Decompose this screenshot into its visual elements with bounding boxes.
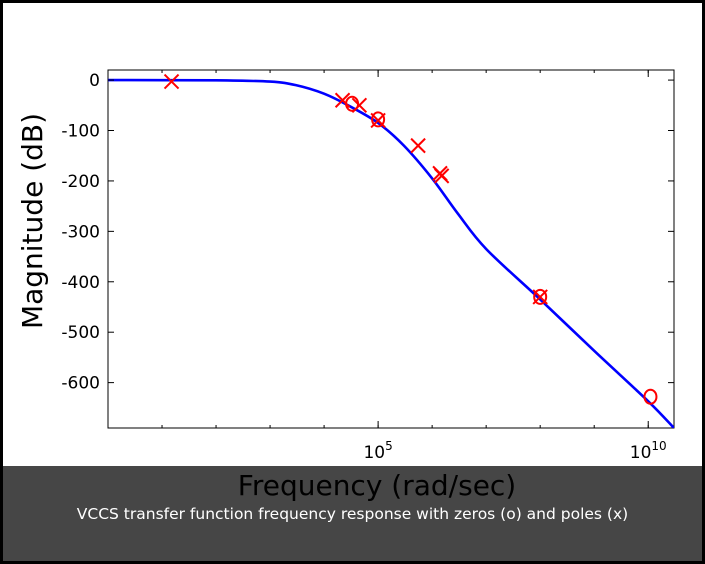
y-axis-label: Magnitude (dB) [16,113,49,329]
chart: 0 -100 -200 -300 -400 -500 -600 105 1010 Magnit… [16,69,675,463]
zero-marker [643,388,658,405]
x-tick-label: 1010 [630,439,667,463]
y-tick-label: -200 [61,172,100,192]
pole-marker [433,168,450,184]
y-tick-label: -600 [61,374,100,394]
zero-marker [533,288,548,305]
y-tick-label: -500 [61,323,100,343]
x-label-layer: Frequency (rad/sec) [238,469,516,502]
pole-marker [410,137,426,154]
pole-marker [334,92,351,108]
x-axis-label: Frequency (rad/sec) [238,469,516,502]
y-tick-label: -300 [61,222,100,242]
y-tick-label: 0 [89,71,100,91]
zero-marker [371,111,386,128]
x-tick-label: 105 [363,439,392,463]
magnitude-curve [108,78,674,428]
pole-marker [163,73,180,90]
figure-frame: 0 -100 -200 -300 -400 -500 -600 105 1010 Magnit… [3,3,702,561]
zero-marker [345,95,360,112]
plot-area [107,69,675,429]
figure-caption: VCCS transfer function frequency respons… [76,505,629,523]
y-tick-label: -400 [61,273,100,293]
y-tick-label: -100 [61,122,100,142]
caption-band [3,466,702,561]
